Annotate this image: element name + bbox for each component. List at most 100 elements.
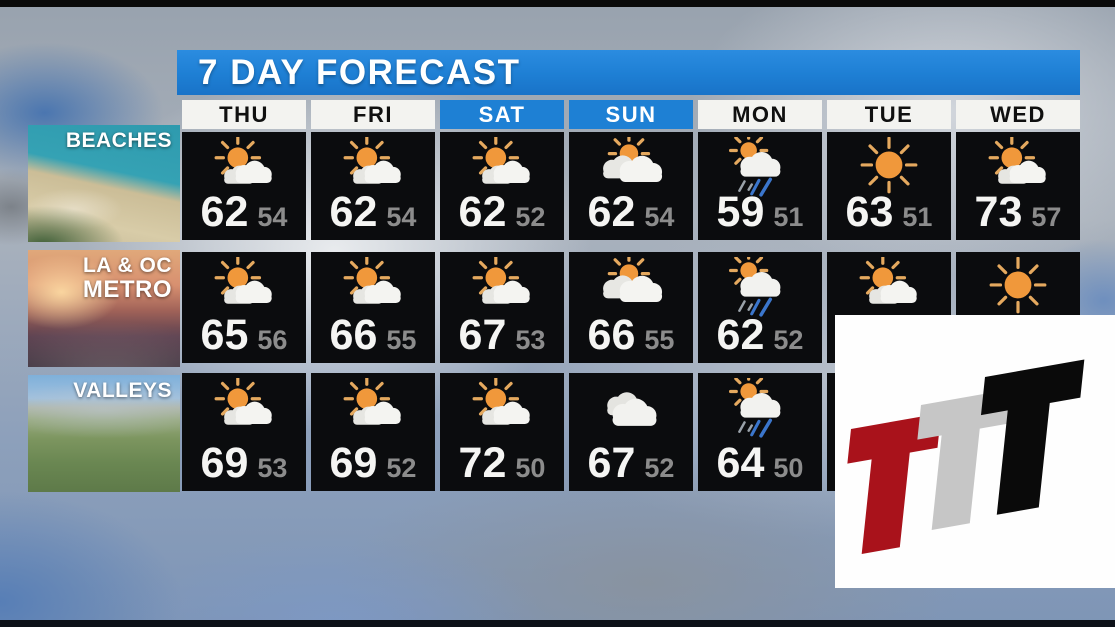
forecast-cell: 67 53 [440, 252, 564, 363]
high-temp: 67 [587, 439, 636, 487]
temps: 67 52 [569, 442, 693, 485]
partly-cloudy-icon [440, 378, 564, 438]
low-temp: 51 [773, 202, 804, 232]
region-photo-beaches: BEACHES [28, 125, 180, 242]
sunny-icon [956, 257, 1080, 317]
low-temp: 55 [644, 325, 675, 355]
partly-cloudy-icon [440, 257, 564, 317]
temps: 62 54 [182, 191, 306, 234]
high-temp: 64 [716, 439, 765, 487]
temps: 73 57 [956, 191, 1080, 234]
partly-cloudy-icon [311, 257, 435, 317]
low-temp: 50 [515, 453, 546, 483]
temps: 69 53 [182, 442, 306, 485]
forecast-cell: 69 52 [311, 373, 435, 491]
temps: 64 50 [698, 442, 822, 485]
low-temp: 52 [644, 453, 675, 483]
temps: 72 50 [440, 442, 564, 485]
temps: 66 55 [569, 314, 693, 357]
low-temp: 50 [773, 453, 804, 483]
high-temp: 62 [587, 188, 636, 236]
cloudy-icon [569, 378, 693, 438]
high-temp: 62 [716, 311, 765, 359]
forecast-cell: 62 54 [182, 132, 306, 240]
low-temp: 57 [1031, 202, 1062, 232]
temps: 62 52 [440, 191, 564, 234]
rain-showers-icon [698, 378, 822, 438]
partly-cloudy-icon [827, 257, 951, 317]
temps: 67 53 [440, 314, 564, 357]
forecast-cell: 66 55 [569, 252, 693, 363]
region-photo-la-oc-metro: LA & OC METRO [28, 250, 180, 367]
region-label-text: BEACHES [65, 129, 172, 152]
forecast-cell: 66 55 [311, 252, 435, 363]
partly-cloudy-icon [311, 137, 435, 197]
forecast-cell: 59 51 [698, 132, 822, 240]
forecast-cell: 67 52 [569, 373, 693, 491]
temps: 65 56 [182, 314, 306, 357]
temps: 63 51 [827, 191, 951, 234]
high-temp: 63 [845, 188, 894, 236]
day-label: SUN [605, 101, 657, 127]
day-label: SAT [478, 101, 526, 127]
high-temp: 67 [458, 311, 507, 359]
low-temp: 54 [257, 202, 288, 232]
sunny-icon [827, 137, 951, 197]
forecast-row-valleys: 69 53 69 52 72 50 67 52 64 50 [182, 373, 1080, 491]
low-temp: 53 [515, 325, 546, 355]
forecast-cell: 62 52 [440, 132, 564, 240]
temps: 62 54 [311, 191, 435, 234]
region-label-text: METRO [82, 276, 172, 304]
temps: 59 51 [698, 191, 822, 234]
day-header-thu: THU [182, 100, 306, 129]
low-temp: 54 [386, 202, 417, 232]
partly-cloudy-icon [956, 137, 1080, 197]
day-label: MON [732, 101, 788, 127]
day-header-sun: SUN [569, 100, 693, 129]
partly-cloudy-icon [182, 378, 306, 438]
day-header-sat: SAT [440, 100, 564, 129]
temps: 66 55 [311, 314, 435, 357]
low-temp: 56 [257, 325, 288, 355]
low-temp: 55 [386, 325, 417, 355]
station-logo-box [835, 315, 1115, 588]
forecast-cell: 72 50 [440, 373, 564, 491]
day-header-mon: MON [698, 100, 822, 129]
day-label: THU [219, 101, 269, 127]
mostly-cloudy-icon [569, 137, 693, 197]
forecast-cell: 62 52 [698, 252, 822, 363]
rain-showers-icon [698, 137, 822, 197]
low-temp: 53 [257, 453, 288, 483]
low-temp: 51 [902, 202, 933, 232]
partly-cloudy-icon [182, 257, 306, 317]
forecast-cell: 65 56 [182, 252, 306, 363]
day-label: WED [990, 101, 1046, 127]
high-temp: 72 [458, 439, 507, 487]
high-temp: 62 [200, 188, 249, 236]
region-label-text: LA & OC [82, 254, 172, 277]
forecast-cell: 64 50 [698, 373, 822, 491]
forecast-cell: 73 57 [956, 132, 1080, 240]
forecast-cell: 69 53 [182, 373, 306, 491]
high-temp: 65 [200, 311, 249, 359]
partly-cloudy-icon [182, 137, 306, 197]
forecast-row-beaches: 62 54 62 54 62 52 62 54 59 51 63 51 73 57 [182, 132, 1080, 240]
forecast-cell: 62 54 [569, 132, 693, 240]
high-temp: 73 [974, 188, 1023, 236]
forecast-title: 7 DAY FORECAST [198, 52, 521, 92]
letterbox-top-bar [0, 0, 1115, 7]
temps: 69 52 [311, 442, 435, 485]
forecast-banner: 7 DAY FORECAST [177, 50, 1080, 95]
day-header-row: THU FRI SAT SUN MON TUE WED [182, 100, 1080, 129]
region-label-text: VALLEYS [73, 379, 172, 402]
region-label-beaches: BEACHES [65, 129, 172, 152]
region-label-valleys: VALLEYS [73, 379, 172, 402]
high-temp: 69 [329, 439, 378, 487]
temps: 62 54 [569, 191, 693, 234]
day-header-wed: WED [956, 100, 1080, 129]
low-temp: 52 [773, 325, 804, 355]
partly-cloudy-icon [440, 137, 564, 197]
mostly-cloudy-icon [569, 257, 693, 317]
region-label-la-oc-metro: LA & OC METRO [82, 254, 172, 304]
